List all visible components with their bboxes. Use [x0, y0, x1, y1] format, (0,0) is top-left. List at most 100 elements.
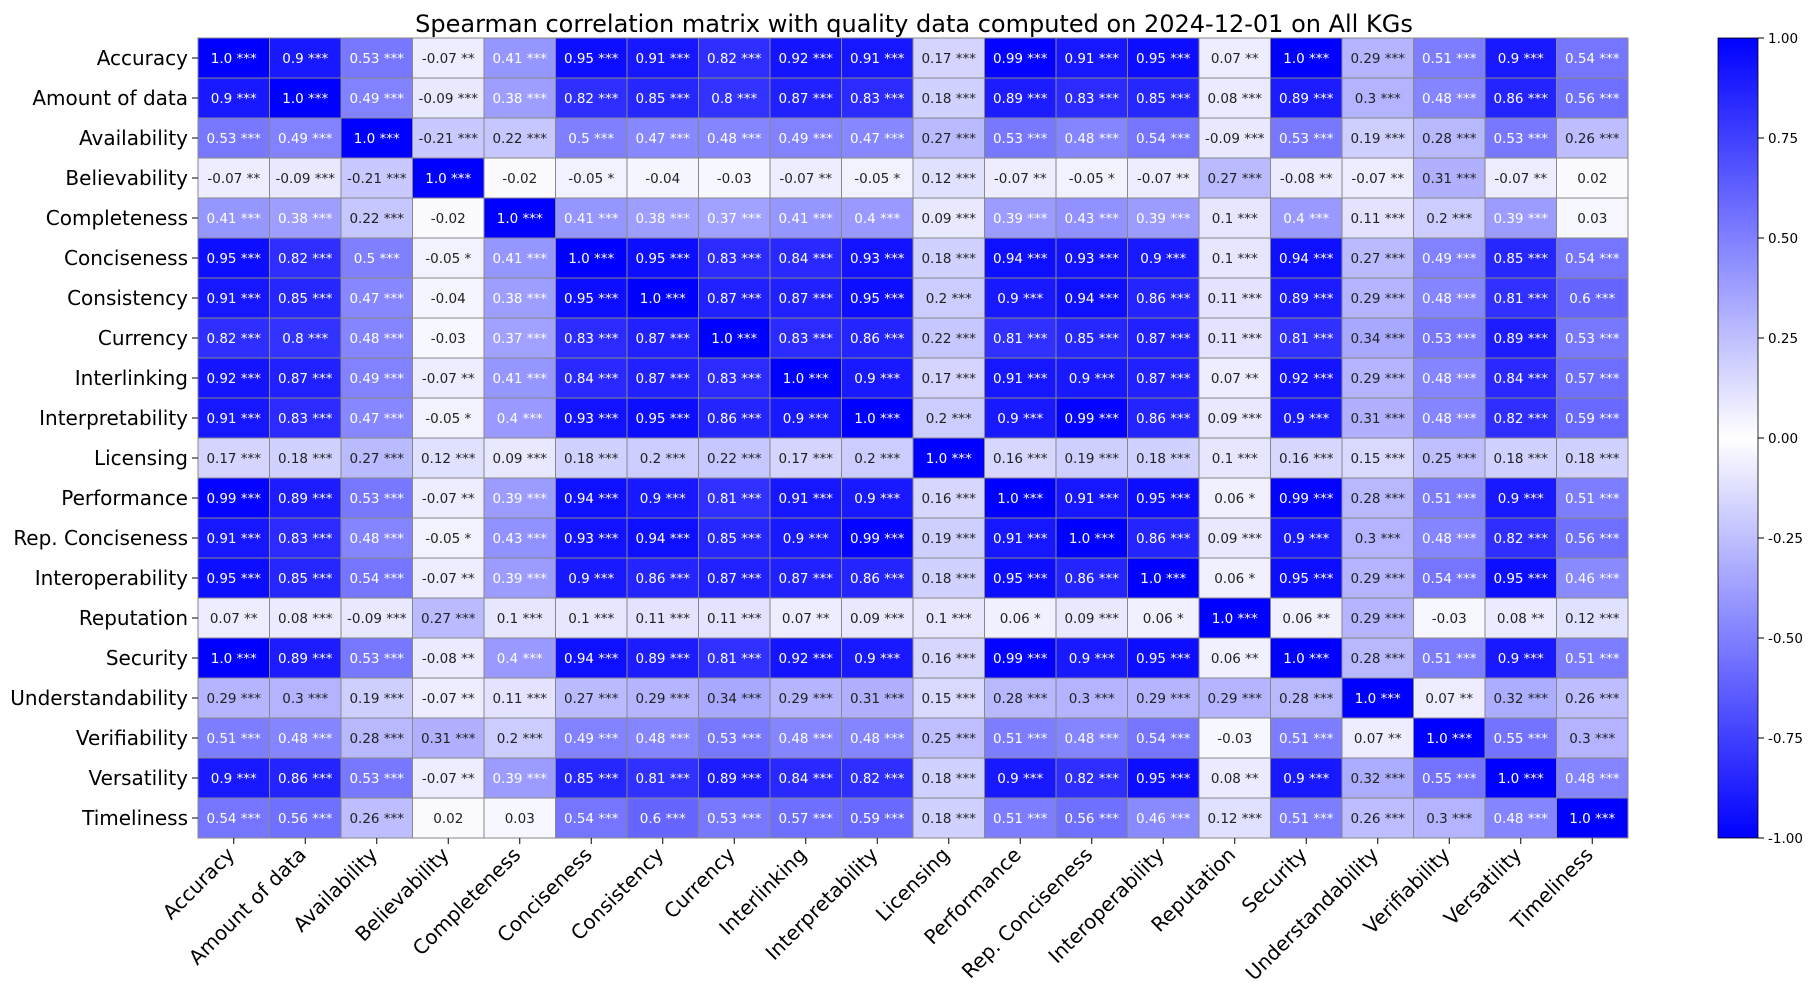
cell-value-label: 0.18 ***: [921, 91, 976, 107]
cell-value-label: 0.18 ***: [921, 771, 976, 787]
cell-value-label: 0.99 ***: [993, 651, 1048, 667]
cell-value-label: 0.87 ***: [1136, 371, 1191, 387]
cell-value-label: 0.06 **: [1211, 651, 1259, 667]
cell-value-label: 0.83 ***: [1064, 91, 1119, 107]
cell-value-label: -0.04: [431, 291, 466, 307]
cell-value-label: 1.0 ***: [783, 371, 829, 387]
cell-value-label: 0.53 ***: [1493, 131, 1548, 147]
heatmap-cell: [698, 197, 771, 239]
cell-value-label: 0.28 ***: [1422, 131, 1477, 147]
cell-value-label: 0.41 ***: [564, 211, 619, 227]
heatmap-cell: [698, 77, 771, 119]
cell-value-label: 0.86 ***: [850, 571, 905, 587]
heatmap-cell: [483, 797, 556, 839]
heatmap-cell: [1127, 717, 1200, 759]
cell-value-label: 0.1 ***: [568, 611, 614, 627]
heatmap-cell: [1341, 77, 1414, 119]
cell-value-label: 0.54 ***: [1422, 571, 1477, 587]
heatmap-cell: [984, 237, 1057, 279]
heatmap-cell: [412, 157, 485, 199]
cell-value-label: 0.17 ***: [778, 451, 833, 467]
heatmap-cell: [1198, 157, 1271, 199]
heatmap-cell: [1556, 77, 1629, 119]
heatmap-cell: [340, 77, 413, 119]
heatmap-cell: [841, 637, 914, 679]
heatmap-cell: [769, 597, 842, 639]
heatmap-cell: [1198, 757, 1271, 799]
cell-value-label: 0.16 ***: [1279, 451, 1334, 467]
cell-value-label: 0.46 ***: [1136, 811, 1191, 827]
cell-value-label: -0.07 **: [1351, 171, 1404, 187]
cell-value-label: -0.03: [1217, 731, 1252, 747]
cell-value-label: 0.91 ***: [993, 531, 1048, 547]
cell-value-label: 0.32 ***: [1350, 771, 1405, 787]
cell-value-label: -0.08 **: [422, 651, 475, 667]
cell-value-label: 0.54 ***: [1565, 51, 1620, 67]
cell-value-label: 0.48 ***: [707, 131, 762, 147]
row-label-amount-of-data: Amount of data: [32, 86, 188, 110]
cell-value-label: 0.09 ***: [921, 211, 976, 227]
cell-value-label: 0.02: [1577, 171, 1607, 187]
row-label-interoperability: Interoperability: [35, 566, 188, 590]
cell-value-label: 0.09 ***: [1064, 611, 1119, 627]
cell-value-label: 0.84 ***: [1493, 371, 1548, 387]
cell-value-label: 0.11 ***: [635, 611, 690, 627]
cell-value-label: 0.49 ***: [1422, 251, 1477, 267]
cell-value-label: 0.83 ***: [564, 331, 619, 347]
heatmap-cell: [1198, 277, 1271, 319]
cell-value-label: 0.47 ***: [349, 291, 404, 307]
heatmap-cell: [769, 717, 842, 759]
heatmap-cell: [1341, 157, 1414, 199]
heatmap-cell: [1556, 757, 1629, 799]
cell-value-label: 0.85 ***: [564, 771, 619, 787]
cell-value-label: 0.4 ***: [1283, 211, 1329, 227]
cell-value-label: 0.3 ***: [1355, 531, 1401, 547]
heatmap-cell: [626, 717, 699, 759]
cell-value-label: 0.94 ***: [993, 251, 1048, 267]
cell-value-label: 0.54 ***: [1565, 251, 1620, 267]
heatmap-cell: [1484, 117, 1557, 159]
cell-value-label: 0.15 ***: [921, 691, 976, 707]
cell-value-label: 0.99 ***: [993, 51, 1048, 67]
cell-value-label: 0.95 ***: [1136, 51, 1191, 67]
heatmap-cell: [1341, 637, 1414, 679]
heatmap-cell: [841, 317, 914, 359]
cell-value-label: 0.93 ***: [564, 411, 619, 427]
cell-value-label: 0.34 ***: [707, 691, 762, 707]
cell-value-label: 0.9 ***: [854, 491, 900, 507]
cell-value-label: 0.82 ***: [707, 51, 762, 67]
cell-value-label: 0.48 ***: [349, 531, 404, 547]
cell-value-label: 1.0 ***: [282, 91, 328, 107]
cell-value-label: 0.37 ***: [707, 211, 762, 227]
cell-value-label: 0.47 ***: [349, 411, 404, 427]
cell-value-label: 0.9 ***: [640, 491, 686, 507]
cell-value-label: 0.51 ***: [1279, 811, 1334, 827]
cell-value-label: 0.28 ***: [1350, 651, 1405, 667]
heatmap-cell: [1413, 797, 1486, 839]
heatmap-cell: [769, 517, 842, 559]
cell-value-label: 0.59 ***: [850, 811, 905, 827]
cell-value-label: 0.86 ***: [1136, 411, 1191, 427]
heatmap-cell: [340, 757, 413, 799]
heatmap-cell: [912, 277, 985, 319]
cell-value-label: -0.05 *: [425, 411, 471, 427]
heatmap-cell: [626, 517, 699, 559]
heatmap-cell: [412, 717, 485, 759]
heatmap-cell: [412, 237, 485, 279]
heatmap-cell: [483, 197, 556, 239]
heatmap-cell: [1198, 357, 1271, 399]
cell-value-label: 0.81 ***: [707, 651, 762, 667]
cell-value-label: 0.91 ***: [1064, 51, 1119, 67]
cell-value-label: 0.37 ***: [492, 331, 547, 347]
heatmap-cell: [769, 277, 842, 319]
cell-value-label: 0.82 ***: [850, 771, 905, 787]
cell-value-label: 0.9 ***: [1283, 411, 1329, 427]
heatmap-cell: [197, 397, 270, 439]
row-label-licensing: Licensing: [94, 446, 188, 470]
heatmap-cell: [555, 357, 628, 399]
cell-value-label: 0.83 ***: [707, 371, 762, 387]
heatmap-cell: [1341, 597, 1414, 639]
heatmap-cell: [1341, 317, 1414, 359]
heatmap-cell: [1556, 517, 1629, 559]
heatmap-cell: [698, 597, 771, 639]
